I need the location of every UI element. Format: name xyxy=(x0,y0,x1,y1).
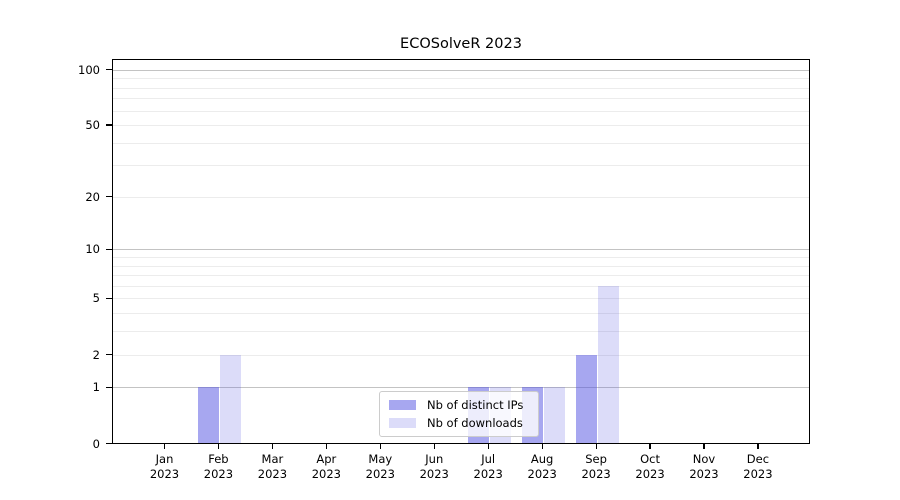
y-tick-mark xyxy=(106,442,112,445)
legend: Nb of distinct IPs Nb of downloads xyxy=(379,391,539,437)
x-tick-mark xyxy=(217,444,220,449)
x-tick-label: Jun 2023 xyxy=(402,452,466,482)
gridline-minor xyxy=(113,331,809,333)
y-tick-mark xyxy=(106,196,112,198)
y-tick-label: 50 xyxy=(85,118,100,133)
x-tick-label-line: Jan xyxy=(155,452,174,466)
x-tick-label-line: Nov xyxy=(692,452,716,466)
x-tick-label: Aug 2023 xyxy=(510,452,574,482)
x-tick-label-line: 2023 xyxy=(581,467,611,481)
legend-item-downloads: Nb of downloads xyxy=(380,414,538,432)
x-tick-label-line: 2023 xyxy=(743,467,773,481)
gridline-minor xyxy=(113,87,809,89)
gridline-minor xyxy=(113,142,809,144)
x-tick-label-line: Jun xyxy=(425,452,444,466)
x-tick-mark xyxy=(325,444,327,449)
x-tick-mark xyxy=(163,444,166,449)
x-tick-label: Oct 2023 xyxy=(618,452,682,482)
gridline-minor xyxy=(113,275,809,277)
x-tick-label-line: 2023 xyxy=(311,467,341,481)
x-tick-mark xyxy=(595,444,597,449)
x-tick-label-line: Mar xyxy=(261,452,284,466)
x-tick-label-line: Aug xyxy=(530,452,554,466)
y-tick-mark xyxy=(106,124,112,126)
x-tick-label-line: 2023 xyxy=(419,467,449,481)
y-tick-label: 100 xyxy=(78,62,100,77)
y-tick-mark xyxy=(106,353,112,356)
gridline-major xyxy=(113,249,809,251)
gridline-minor xyxy=(113,354,809,356)
bar-downloads-feb xyxy=(219,354,241,443)
x-tick-label: Jan 2023 xyxy=(133,452,197,482)
gridline-major xyxy=(113,387,809,389)
x-tick-label: May 2023 xyxy=(348,452,412,482)
y-tick-mark xyxy=(106,69,112,71)
gridline-minor xyxy=(113,265,809,267)
x-tick-label-line: 2023 xyxy=(527,467,557,481)
y-tick-label: 5 xyxy=(92,291,100,306)
gridline-minor xyxy=(113,285,809,287)
x-tick-mark xyxy=(271,444,273,449)
x-tick-mark xyxy=(703,444,705,449)
y-tick-label: 20 xyxy=(85,189,100,204)
x-tick-label: Feb 2023 xyxy=(186,452,250,482)
gridline-minor xyxy=(113,313,809,315)
x-tick-label-line: Apr xyxy=(316,452,337,466)
x-tick-label-line: Sep xyxy=(585,452,607,466)
bar-distinct-ips-sep xyxy=(575,354,597,443)
x-tick-mark xyxy=(757,444,759,449)
x-tick-mark xyxy=(433,444,435,449)
y-tick-label: 1 xyxy=(92,380,100,395)
y-tick-mark xyxy=(106,248,112,250)
x-tick-label: Jul 2023 xyxy=(456,452,520,482)
x-tick-mark xyxy=(487,444,489,449)
x-tick-label: Sep 2023 xyxy=(564,452,628,482)
gridline-minor xyxy=(113,165,809,167)
x-tick-label-line: 2023 xyxy=(257,467,288,481)
x-tick-label: Nov 2023 xyxy=(672,452,736,482)
y-tick-mark xyxy=(106,386,112,388)
y-tick-label: 0 xyxy=(92,436,100,451)
x-tick-mark xyxy=(649,444,651,449)
x-tick-label: Dec 2023 xyxy=(726,452,790,482)
legend-label-distinct-ips: Nb of distinct IPs xyxy=(427,398,524,412)
y-tick-label: 10 xyxy=(85,242,100,257)
x-tick-label-line: 2023 xyxy=(689,467,719,481)
gridline-minor xyxy=(113,298,809,300)
y-tick-mark xyxy=(106,297,112,299)
x-tick-label-line: 2023 xyxy=(149,467,180,481)
x-tick-label-line: 2023 xyxy=(203,467,234,481)
legend-swatch-distinct-ips-icon xyxy=(389,400,416,410)
gridline-minor xyxy=(113,98,809,100)
x-tick-label-line: 2023 xyxy=(635,467,665,481)
x-tick-label-line: Jul xyxy=(481,452,496,466)
bar-distinct-ips-feb xyxy=(197,387,219,443)
legend-label-downloads: Nb of downloads xyxy=(427,416,523,430)
x-tick-label-line: Oct xyxy=(640,452,660,466)
x-tick-label-line: 2023 xyxy=(365,467,395,481)
legend-item-distinct-ips: Nb of distinct IPs xyxy=(380,396,538,414)
legend-swatch-downloads-icon xyxy=(389,418,416,428)
gridline-minor xyxy=(113,256,809,258)
x-tick-label-line: Feb xyxy=(208,452,229,466)
chart-title: ECOSolveR 2023 xyxy=(400,36,522,52)
bar-downloads-sep xyxy=(597,285,619,443)
gridline-minor xyxy=(113,78,809,80)
gridline-minor xyxy=(113,196,809,198)
y-tick-label: 2 xyxy=(92,347,100,362)
x-tick-label-line: 2023 xyxy=(473,467,503,481)
plot-area xyxy=(112,59,810,444)
gridline-major xyxy=(113,69,809,71)
x-tick-label: Apr 2023 xyxy=(294,452,358,482)
x-tick-mark xyxy=(379,444,381,449)
bar-downloads-aug xyxy=(543,387,565,443)
x-tick-label-line: May xyxy=(368,452,393,466)
x-tick-label-line: Dec xyxy=(746,452,770,466)
x-tick-label: Mar 2023 xyxy=(240,452,304,482)
gridline-minor xyxy=(113,110,809,112)
gridline-minor xyxy=(113,125,809,127)
x-tick-mark xyxy=(541,444,543,449)
